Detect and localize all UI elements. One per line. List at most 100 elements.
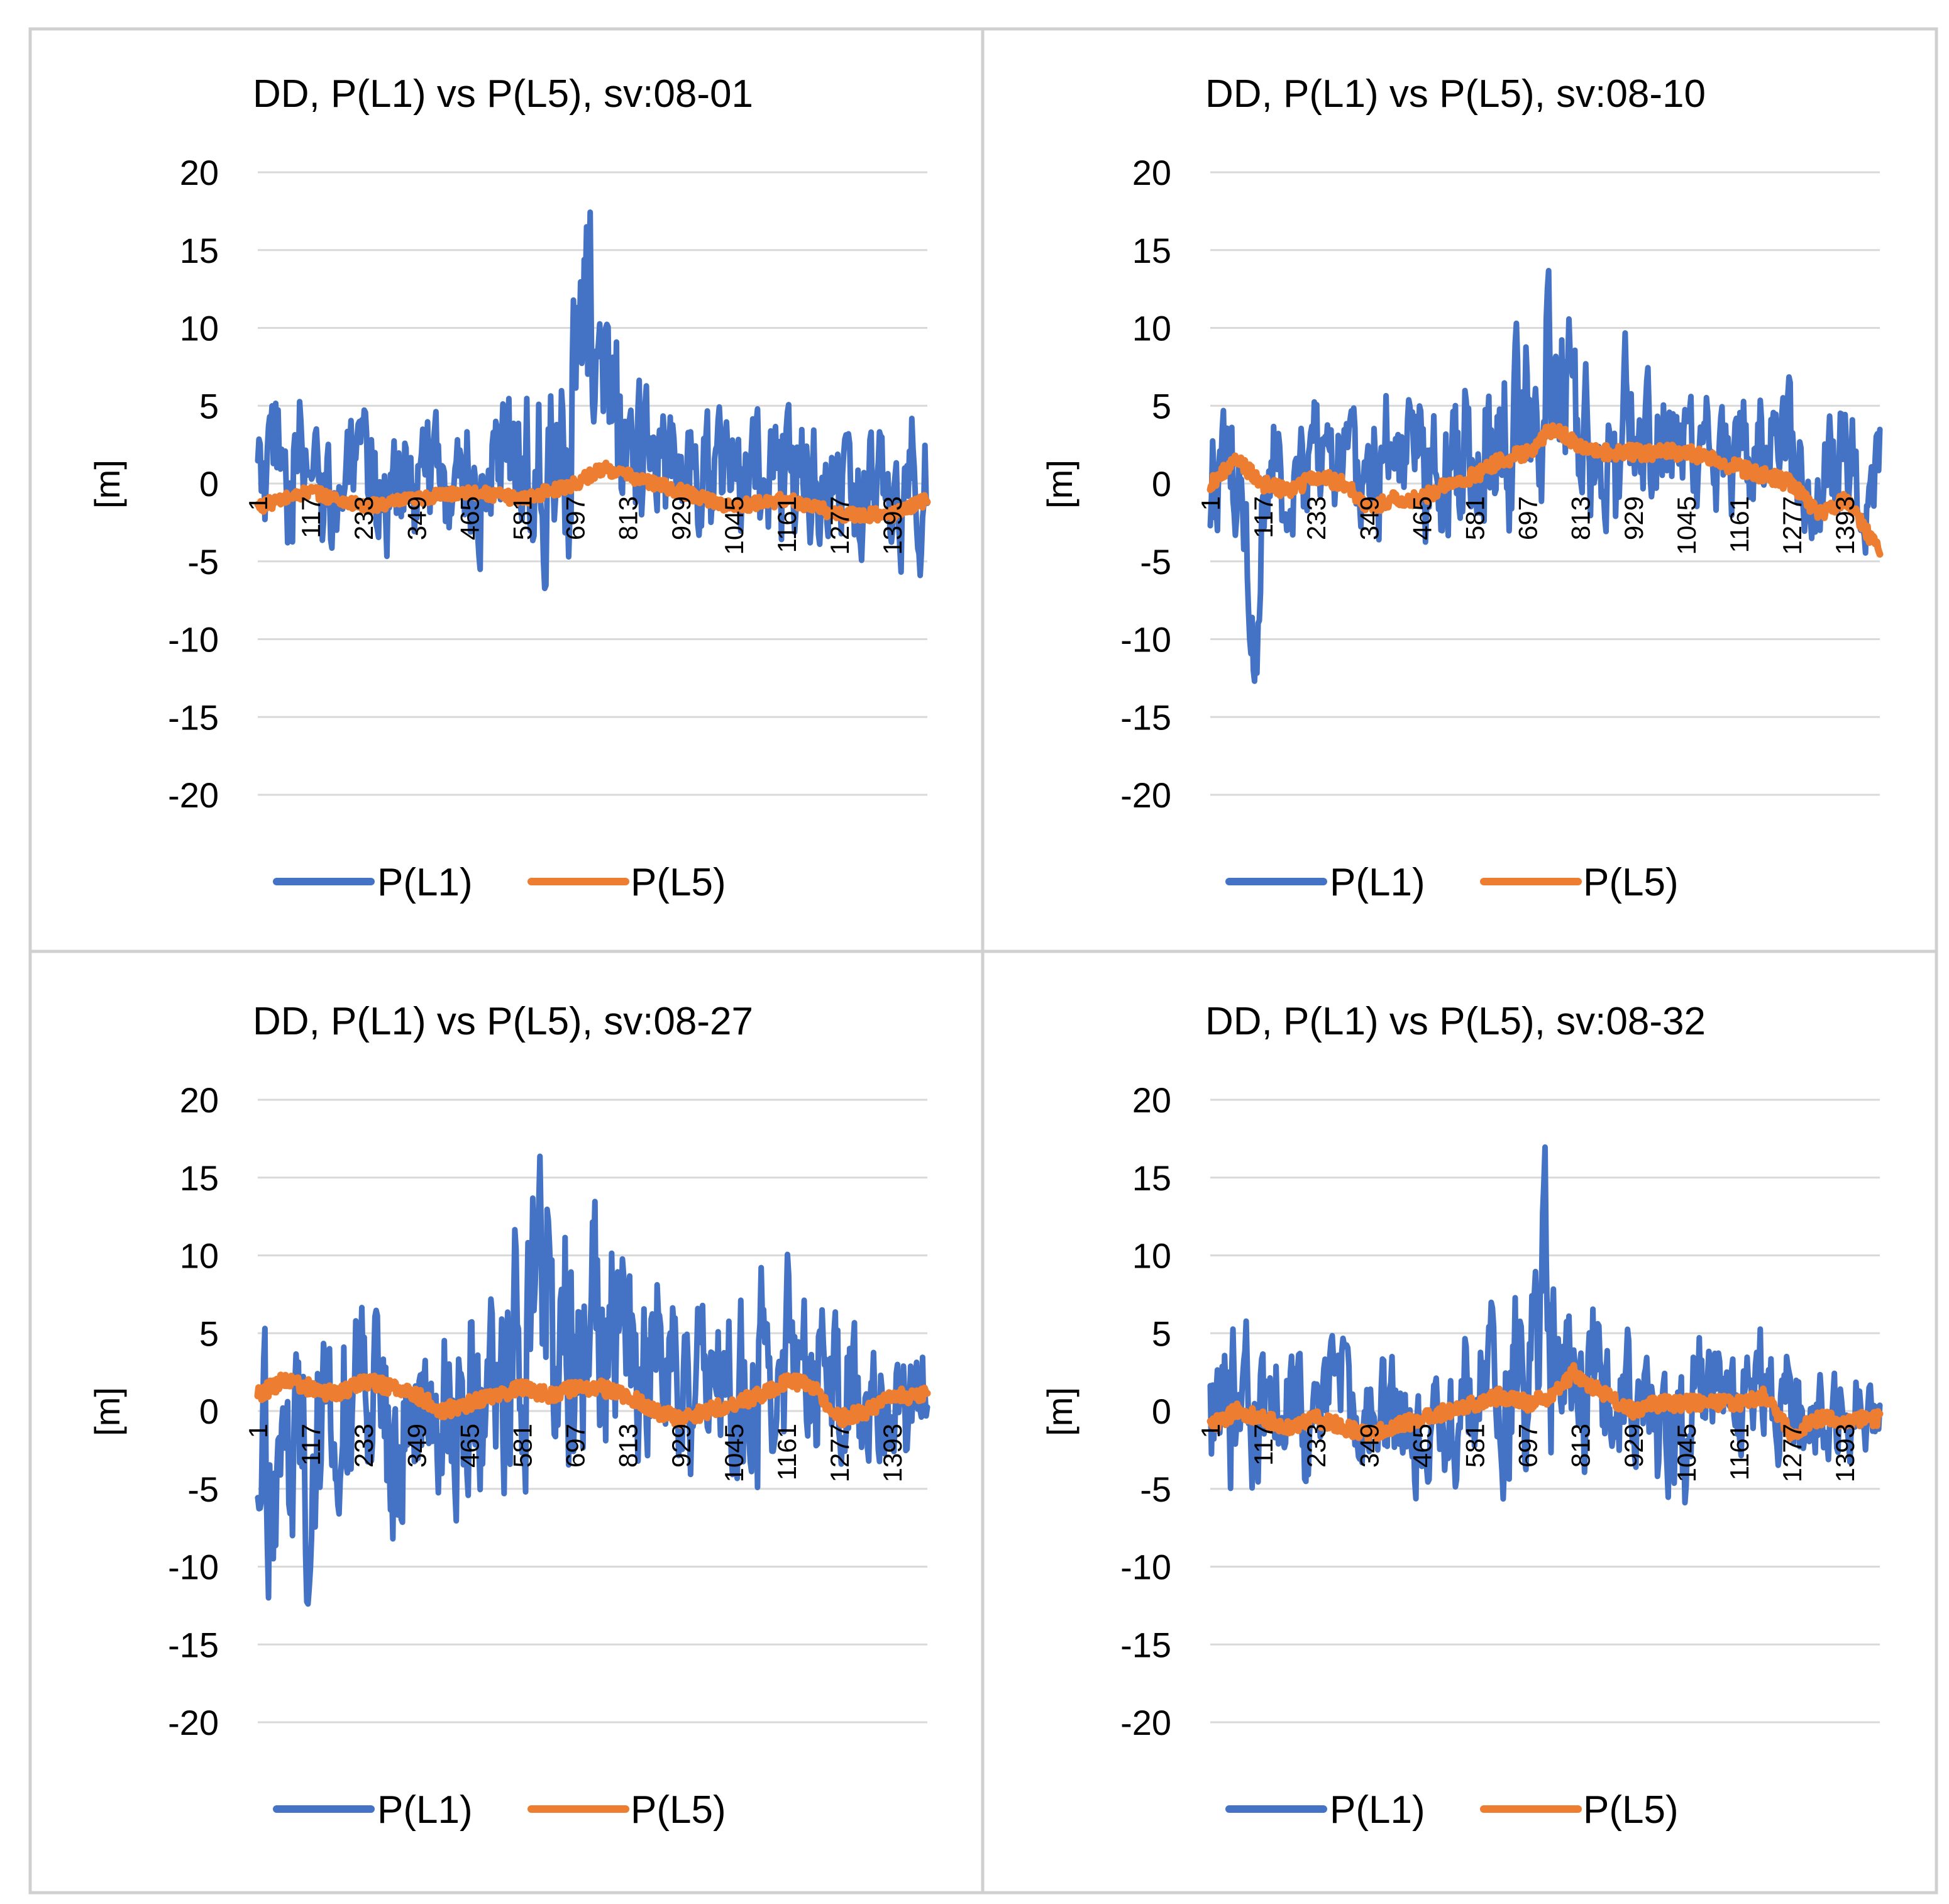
x-tick-label: 117 xyxy=(296,1424,326,1466)
series-line-p-l5 xyxy=(254,459,931,524)
y-tick-label: 15 xyxy=(180,231,219,270)
x-tick-label: 1277 xyxy=(825,496,854,555)
y-tick-label: 15 xyxy=(1132,231,1171,270)
x-tick-label: 1393 xyxy=(878,1424,907,1482)
x-tick-label: 117 xyxy=(1249,496,1278,538)
x-tick-label: 929 xyxy=(666,1424,696,1468)
legend: P(L1) P(L5) xyxy=(1225,1788,1679,1832)
x-tick-label: 1 xyxy=(1196,496,1225,511)
x-tick-label: 581 xyxy=(507,496,537,540)
y-tick-label: -10 xyxy=(1120,1547,1171,1587)
x-tick-label: 1045 xyxy=(719,1424,749,1482)
legend-label: P(L1) xyxy=(377,1788,473,1832)
x-tick-label: 1161 xyxy=(772,496,802,553)
x-tick-label: 1277 xyxy=(1777,1424,1807,1482)
x-tick-label: 1045 xyxy=(1672,1424,1701,1482)
y-tick-label: 15 xyxy=(180,1158,219,1198)
x-tick-label: 1277 xyxy=(1777,496,1807,555)
y-tick-label: 10 xyxy=(180,1236,219,1276)
chart-panel-3: DD, P(L1) vs P(L5), sv:08-27 [m] 20 15 10 5 0 -… xyxy=(87,1000,931,1832)
legend-label: P(L1) xyxy=(377,861,473,904)
x-tick-label: 1393 xyxy=(878,496,907,555)
x-tick-label: 117 xyxy=(1249,1424,1278,1466)
series-line-p-l5 xyxy=(1206,422,1884,558)
x-tick-label: 1277 xyxy=(825,1424,854,1482)
y-tick-label: 20 xyxy=(180,153,219,192)
y-tick-label: -15 xyxy=(168,697,219,737)
x-tick-label: 1 xyxy=(243,1424,273,1438)
x-tick-label: 581 xyxy=(1460,496,1489,540)
chart-panel-1: DD, P(L1) vs P(L5), sv:08-01 [m] 20 15 10 5 0 -… xyxy=(87,72,931,904)
y-tick-label: -15 xyxy=(168,1625,219,1664)
chart-panels: DD, P(L1) vs P(L5), sv:08-01[m]20151050-… xyxy=(87,72,1884,1832)
series-line-p-l1 xyxy=(1207,1144,1883,1506)
y-tick-label: 10 xyxy=(1132,309,1171,348)
y-axis-label: [m] xyxy=(1040,1387,1079,1436)
y-tick-label: -20 xyxy=(168,1703,219,1742)
chart-panel-2: DD, P(L1) vs P(L5), sv:08-10 [m] 20 15 10 5 0 -… xyxy=(1040,72,1884,904)
y-tick-label: -10 xyxy=(168,620,219,660)
x-tick-label: 1045 xyxy=(719,496,749,555)
y-tick-label: -5 xyxy=(187,1470,219,1509)
x-tick-label: 233 xyxy=(349,496,378,540)
y-axis-label: [m] xyxy=(87,460,127,509)
y-tick-label: 5 xyxy=(199,1314,219,1353)
x-tick-label: 349 xyxy=(1354,1424,1384,1468)
x-tick-label: 1161 xyxy=(1725,496,1754,553)
x-tick-label: 1161 xyxy=(772,1424,802,1480)
x-tick-label: 117 xyxy=(296,496,326,538)
series-line-p-l1 xyxy=(255,1153,930,1607)
y-tick-label: -10 xyxy=(1120,620,1171,660)
x-tick-label: 929 xyxy=(1619,496,1648,540)
series-line-p-l1 xyxy=(255,209,930,592)
x-tick-label: 929 xyxy=(1619,1424,1648,1468)
y-tick-label: -15 xyxy=(1120,697,1171,737)
x-tick-label: 697 xyxy=(1513,496,1543,540)
x-tick-label: 813 xyxy=(614,496,643,540)
x-tick-label: 697 xyxy=(1513,1424,1543,1468)
x-tick-label: 349 xyxy=(402,496,431,540)
legend-label: P(L5) xyxy=(1583,861,1679,904)
x-tick-label: 349 xyxy=(402,1424,431,1468)
y-tick-label: 15 xyxy=(1132,1158,1171,1198)
legend-label: P(L5) xyxy=(631,861,726,904)
y-tick-label: 5 xyxy=(199,386,219,426)
chart-panel-4: DD, P(L1) vs P(L5), sv:08-32 [m] 20 15 10 5 0 -… xyxy=(1040,1000,1884,1832)
legend-label: P(L1) xyxy=(1330,1788,1425,1832)
series-line-p-l5 xyxy=(1206,1362,1884,1444)
x-tick-label: 465 xyxy=(1407,1424,1437,1468)
y-axis-label: [m] xyxy=(87,1387,127,1436)
chart-title: DD, P(L1) vs P(L5), sv:08-10 xyxy=(1205,72,1706,116)
y-tick-label: -15 xyxy=(1120,1625,1171,1664)
y-tick-label: 5 xyxy=(1152,386,1171,426)
x-tick-label: 581 xyxy=(507,1424,537,1468)
x-tick-label: 813 xyxy=(1566,496,1596,540)
y-tick-label: -10 xyxy=(168,1547,219,1587)
x-tick-label: 465 xyxy=(455,1424,484,1468)
x-tick-label: 233 xyxy=(349,1424,378,1468)
y-axis-label: [m] xyxy=(1040,460,1079,509)
legend: P(L1) P(L5) xyxy=(1225,861,1679,904)
x-tick-label: 1393 xyxy=(1830,1424,1860,1482)
x-tick-label: 465 xyxy=(1407,496,1437,540)
y-tick-label: 20 xyxy=(1132,1080,1171,1120)
x-tick-label: 929 xyxy=(666,496,696,540)
y-tick-label: 0 xyxy=(1152,1392,1171,1431)
legend-label: P(L5) xyxy=(631,1788,726,1832)
y-tick-label: 10 xyxy=(180,309,219,348)
x-tick-label: 465 xyxy=(455,496,484,540)
x-tick-label: 233 xyxy=(1301,496,1331,540)
x-tick-label: 813 xyxy=(614,1424,643,1468)
y-tick-label: -5 xyxy=(1140,542,1171,582)
x-tick-label: 1393 xyxy=(1830,496,1860,555)
y-tick-label: -5 xyxy=(187,542,219,582)
x-tick-label: 1045 xyxy=(1672,496,1701,555)
x-tick-label: 581 xyxy=(1460,1424,1489,1468)
chart-title: DD, P(L1) vs P(L5), sv:08-27 xyxy=(253,1000,753,1043)
y-tick-label: 0 xyxy=(1152,464,1171,504)
legend-label: P(L5) xyxy=(1583,1788,1679,1832)
x-tick-label: 233 xyxy=(1301,1424,1331,1468)
y-tick-label: 20 xyxy=(180,1080,219,1120)
x-tick-label: 697 xyxy=(561,496,590,540)
